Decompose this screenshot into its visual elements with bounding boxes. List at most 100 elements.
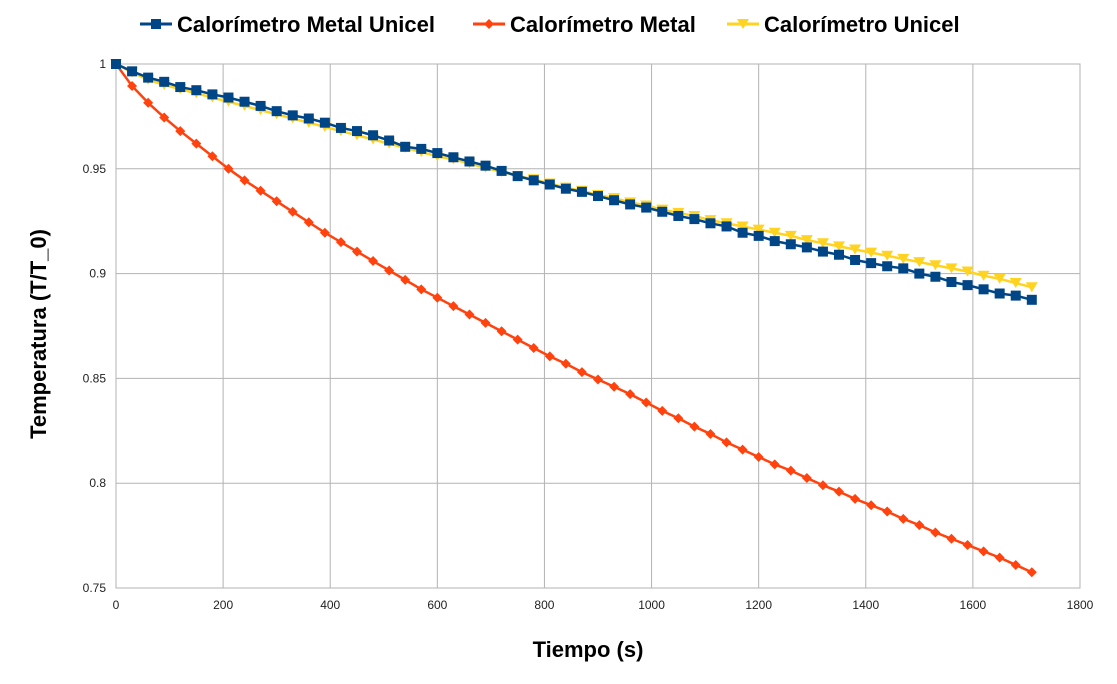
x-tick-label: 1000	[638, 598, 665, 612]
data-point	[239, 96, 250, 107]
legend-item: Calorímetro Unicel	[727, 12, 960, 37]
data-point	[752, 224, 765, 235]
data-point	[721, 437, 732, 448]
data-point	[978, 284, 989, 295]
data-point	[223, 92, 234, 103]
data-point	[769, 459, 780, 470]
data-point	[689, 214, 700, 225]
data-point	[882, 261, 893, 272]
data-point	[850, 254, 861, 265]
data-point	[319, 117, 330, 128]
data-point	[400, 274, 411, 285]
y-tick-label: 1	[99, 57, 106, 71]
series-line	[115, 62, 1033, 289]
y-tick-label: 0.9	[89, 267, 106, 281]
x-tick-label: 1600	[960, 598, 987, 612]
data-point	[945, 263, 958, 274]
gridlines	[115, 63, 1081, 589]
data-point	[352, 246, 362, 257]
x-axis-title: Tiempo (s)	[533, 637, 644, 662]
plot-area-border	[115, 63, 1081, 589]
data-point	[528, 343, 539, 354]
data-point	[496, 326, 507, 337]
data-point	[994, 288, 1005, 299]
data-point	[207, 89, 218, 100]
legend-label: Calorímetro Unicel	[764, 12, 960, 37]
data-point	[1025, 282, 1038, 293]
data-point	[175, 82, 186, 93]
data-point	[335, 122, 346, 133]
data-point	[384, 265, 395, 276]
data-point	[593, 374, 603, 385]
data-point	[962, 540, 973, 551]
data-point	[978, 546, 989, 557]
data-point	[946, 276, 957, 287]
data-point	[816, 238, 829, 249]
data-point	[881, 250, 894, 261]
data-point	[1010, 290, 1021, 301]
data-point	[657, 206, 668, 217]
data-point	[303, 113, 314, 124]
legend-marker	[484, 19, 494, 29]
data-point	[929, 260, 942, 271]
data-point	[560, 358, 571, 369]
data-point	[817, 480, 828, 491]
data-point	[673, 210, 684, 221]
data-point	[464, 156, 475, 167]
data-point	[625, 389, 636, 400]
data-point	[737, 227, 748, 238]
data-point	[384, 135, 395, 146]
data-point	[834, 486, 844, 497]
data-point	[914, 520, 925, 531]
legend: Calorímetro Metal Unicel Calorímetro Meta…	[140, 12, 960, 37]
data-point	[834, 249, 844, 260]
data-point	[544, 179, 555, 190]
data-point	[946, 533, 957, 544]
data-point	[416, 143, 427, 154]
data-point	[448, 301, 459, 312]
y-tick-label: 0.95	[83, 162, 107, 176]
legend-label: Calorímetro Metal Unicel	[177, 12, 435, 37]
data-point	[753, 452, 764, 462]
series-2	[110, 59, 1038, 293]
legend-marker	[737, 19, 749, 29]
y-tick-label: 0.8	[89, 476, 106, 490]
data-point	[159, 112, 170, 123]
data-point	[207, 151, 218, 162]
data-point	[271, 196, 282, 207]
data-point	[512, 171, 523, 182]
data-point	[785, 465, 796, 476]
data-point	[753, 230, 764, 241]
data-point	[127, 66, 138, 77]
data-point	[737, 444, 748, 455]
data-point	[817, 246, 828, 257]
legend-item: Calorímetro Metal Unicel	[140, 12, 435, 37]
data-point	[849, 244, 862, 255]
data-point	[866, 500, 877, 511]
data-point	[287, 206, 298, 217]
data-point	[897, 253, 910, 264]
series-line	[114, 63, 1033, 574]
tick-labels: 0 200 400 600 800 1000 1200 1400 1600 1800 0.75 0.8…	[83, 57, 1094, 612]
data-point	[255, 100, 266, 111]
data-point	[977, 270, 990, 281]
data-point	[159, 76, 170, 87]
data-point	[544, 351, 555, 362]
data-point	[800, 235, 813, 246]
data-point	[143, 97, 154, 108]
data-point	[191, 138, 202, 149]
data-point	[913, 257, 926, 268]
data-point	[303, 217, 314, 228]
data-point	[111, 59, 121, 69]
data-point	[882, 506, 893, 517]
y-tick-label: 0.85	[83, 371, 107, 385]
data-point	[1009, 278, 1022, 289]
legend-label: Calorímetro Metal	[510, 12, 696, 37]
x-tick-label: 800	[534, 598, 554, 612]
data-point	[785, 239, 796, 250]
data-point	[480, 317, 491, 328]
data-point	[560, 183, 571, 194]
data-point	[625, 199, 636, 210]
series-0	[111, 59, 1037, 305]
